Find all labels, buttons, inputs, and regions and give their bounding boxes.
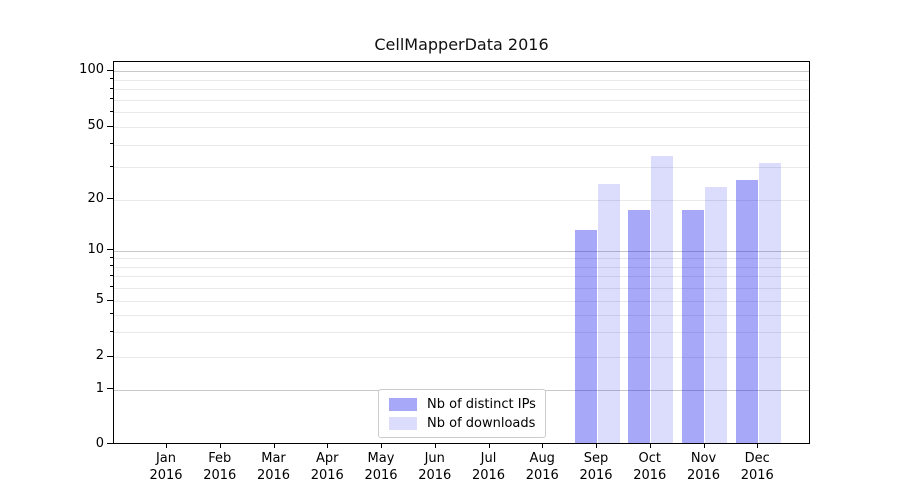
plot-area [113, 61, 810, 444]
gridline-minor [114, 287, 809, 289]
y-tick-major [107, 299, 113, 301]
legend-entry-downloads: Nb of downloads [389, 415, 535, 431]
y-tick-minor [110, 313, 113, 315]
bar-ips [628, 209, 651, 443]
y-tick-minor [110, 87, 113, 89]
gridline-labeled-minor [114, 357, 809, 358]
legend: Nb of distinct IPs Nb of downloads [378, 389, 546, 438]
x-tick [542, 444, 544, 448]
x-tick-label: Aug 2016 [525, 451, 559, 483]
gridline-minor [114, 144, 809, 146]
x-tick-label: Feb 2016 [203, 451, 237, 483]
y-tick-minor [110, 274, 113, 276]
gridline-minor [114, 112, 809, 114]
y-tick-minor [110, 286, 113, 288]
x-tick-label: Dec 2016 [740, 451, 774, 483]
y-tick-minor [110, 78, 113, 79]
x-tick-label: Apr 2016 [310, 451, 344, 483]
x-tick [649, 444, 651, 448]
gridline-labeled-minor [114, 199, 809, 201]
y-tick-minor [110, 165, 113, 167]
y-tick-major [107, 69, 113, 71]
legend-label-ips: Nb of distinct IPs [427, 396, 536, 412]
y-tick-label: 100 [79, 62, 104, 77]
y-tick-minor [110, 265, 113, 267]
bar-downloads [758, 163, 781, 443]
bar-ips [574, 229, 597, 443]
x-tick [434, 444, 436, 448]
y-tick-major [107, 355, 113, 357]
gridline-minor [114, 276, 809, 278]
gridline-major [114, 250, 809, 252]
y-tick-major [107, 443, 113, 444]
x-tick-label: Oct 2016 [633, 451, 667, 483]
y-tick-minor [110, 110, 113, 112]
x-tick-label: Jun 2016 [418, 451, 452, 483]
gridline-minor [114, 89, 809, 91]
bar-ips [682, 209, 704, 443]
x-tick [596, 444, 597, 448]
x-tick-label: May 2016 [364, 451, 398, 483]
x-tick-label: Sep 2016 [579, 451, 613, 483]
y-tick-label: 50 [87, 118, 104, 133]
y-tick-major [107, 125, 113, 127]
x-tick [166, 444, 167, 448]
x-tick-label: Jan 2016 [149, 451, 183, 483]
y-tick-minor [110, 98, 113, 100]
x-tick [219, 444, 221, 448]
x-tick [703, 444, 705, 448]
x-tick-label: Jul 2016 [471, 451, 506, 483]
gridline-major [114, 71, 809, 72]
bar-downloads [651, 156, 674, 443]
x-tick [381, 444, 382, 448]
y-tick-label: 2 [95, 348, 104, 363]
legend-label-downloads: Nb of downloads [427, 415, 536, 431]
gridline-minor [114, 99, 809, 101]
x-tick-label: Mar 2016 [256, 451, 291, 483]
x-tick [327, 444, 329, 448]
y-tick-minor [110, 143, 113, 145]
x-tick-label: Nov 2016 [686, 451, 721, 483]
x-tick [488, 444, 490, 448]
legend-entry-ips: Nb of distinct IPs [389, 396, 536, 412]
chart-title: CellMapperData 2016 [374, 35, 549, 54]
gridline-minor [114, 167, 809, 169]
y-tick-label: 20 [87, 190, 104, 206]
y-tick-label: 10 [87, 241, 104, 257]
y-tick-minor [110, 256, 113, 258]
legend-swatch-downloads [389, 416, 417, 430]
gridline-labeled-minor [114, 127, 809, 128]
y-tick-major [107, 388, 113, 389]
legend-swatch-ips [389, 397, 417, 411]
bar-downloads [597, 183, 620, 443]
y-tick-label: 0 [95, 435, 104, 451]
y-tick-major [107, 198, 113, 199]
y-tick-minor [110, 330, 113, 332]
gridline-minor [114, 79, 809, 81]
gridline-minor [114, 266, 809, 268]
y-tick-label: 1 [95, 380, 104, 396]
gridline-labeled-minor [114, 301, 809, 302]
x-tick [273, 444, 275, 448]
y-tick-label: 5 [95, 292, 104, 307]
bar-downloads [705, 186, 727, 443]
gridline-minor [114, 314, 809, 316]
bar-ips [735, 180, 758, 443]
y-tick-major [107, 249, 113, 250]
gridline-minor [114, 258, 809, 260]
gridline-minor [114, 332, 809, 334]
x-tick [757, 444, 759, 448]
